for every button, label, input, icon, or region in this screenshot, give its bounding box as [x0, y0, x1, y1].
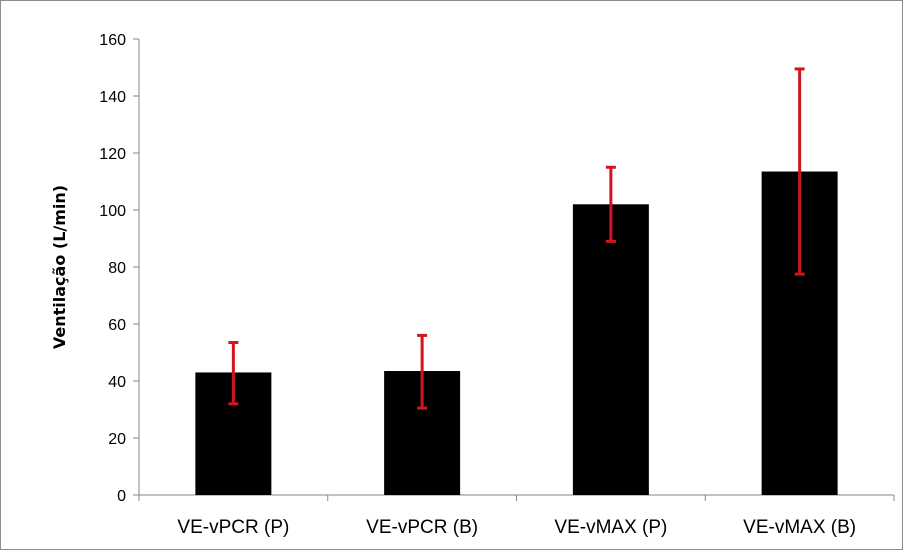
y-tick-labels: 0 20 40 60 80 100 120 140 160 — [99, 32, 126, 505]
bar — [572, 204, 649, 496]
y-tick-label: 20 — [108, 431, 126, 448]
y-tick-label: 160 — [99, 32, 126, 49]
error-bars — [228, 67, 805, 410]
x-tick-label: VE-vPCR (B) — [366, 517, 478, 538]
x-tick-label: VE-vMAX (P) — [554, 517, 667, 538]
y-tick-label: 60 — [108, 317, 126, 334]
y-tick-label: 40 — [108, 374, 126, 391]
x-tick-label: VE-vPCR (P) — [177, 517, 289, 538]
error-bar — [605, 165, 616, 243]
y-tick-label: 0 — [117, 488, 126, 505]
y-tick-label: 140 — [99, 89, 126, 106]
error-bar — [228, 341, 239, 406]
y-tick-label: 80 — [108, 260, 126, 277]
error-bar — [794, 67, 805, 276]
bars — [195, 171, 838, 496]
y-tick-label: 100 — [99, 203, 126, 220]
error-bar — [417, 333, 428, 410]
y-axis-title: Ventilação (L/min) — [50, 185, 69, 349]
x-tick-labels: VE-vPCR (P) VE-vPCR (B) VE-vMAX (P) VE-vMAX… — [177, 517, 856, 538]
x-tick-label: VE-vMAX (B) — [743, 517, 856, 538]
y-tick-label: 120 — [99, 146, 126, 163]
